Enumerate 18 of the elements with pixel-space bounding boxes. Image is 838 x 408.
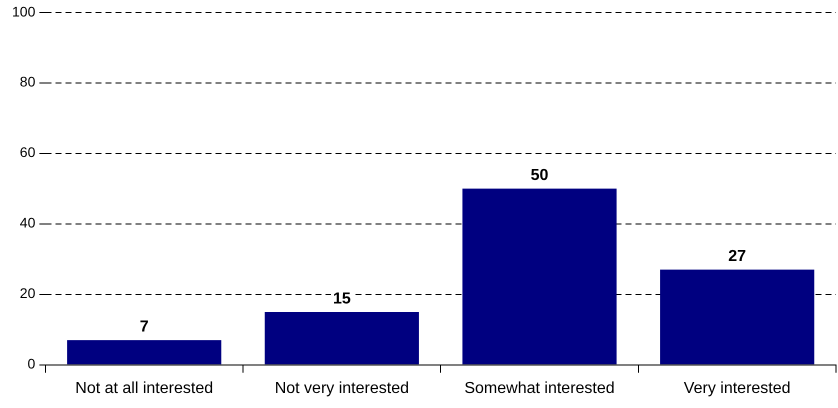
y-tick-label: 60: [20, 144, 36, 160]
y-tick-label: 40: [20, 214, 36, 231]
y-tick-label: 100: [12, 3, 36, 20]
x-tick-label: Not very interested: [274, 380, 409, 397]
x-tick-label: Not at all interested: [75, 380, 214, 397]
data-label: 7: [140, 318, 149, 336]
data-label: 27: [728, 248, 746, 266]
x-tick-label: Somewhat interested: [464, 380, 615, 397]
y-tick-label: 20: [20, 285, 36, 302]
bar: [264, 312, 419, 364]
y-tick-label: 0: [28, 356, 36, 372]
data-label: 50: [530, 167, 549, 184]
x-tick-label: Very interested: [684, 380, 791, 397]
bar: [462, 188, 617, 364]
bar: [67, 340, 222, 364]
bar: [660, 270, 814, 364]
y-tick-label: 80: [20, 74, 36, 90]
data-label: 15: [332, 290, 351, 308]
